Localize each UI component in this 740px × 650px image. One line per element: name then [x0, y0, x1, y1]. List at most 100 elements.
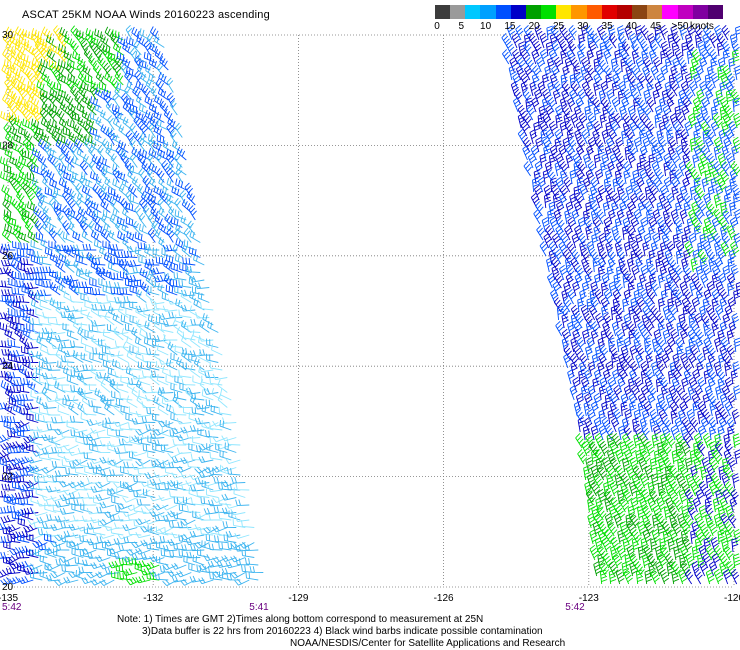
wind-barb	[104, 539, 120, 547]
wind-barb	[602, 201, 611, 217]
wind-barb	[51, 130, 61, 146]
wind-barb	[629, 344, 638, 361]
wind-barb	[5, 26, 17, 41]
wind-barb	[555, 32, 565, 49]
wind-barb	[84, 465, 97, 476]
wind-barb	[626, 209, 634, 225]
wind-barb	[161, 427, 174, 438]
wind-barb	[104, 417, 120, 425]
wind-barb	[176, 465, 192, 473]
wind-barb	[576, 409, 585, 425]
wind-barb	[40, 343, 52, 356]
wind-barb	[691, 392, 700, 409]
wind-barb	[122, 236, 133, 251]
wind-barb	[561, 313, 569, 329]
wind-barb	[199, 379, 210, 393]
wind-barb	[137, 467, 151, 476]
wind-barb	[666, 96, 675, 113]
wind-barb	[585, 201, 593, 217]
wind-barb	[129, 435, 142, 446]
wind-barb	[209, 526, 223, 536]
wind-barb	[717, 65, 725, 81]
wind-barb	[158, 313, 174, 321]
wind-barb	[605, 241, 614, 257]
wind-barb	[622, 273, 630, 289]
wind-barb	[612, 177, 620, 193]
wind-barb	[221, 493, 237, 501]
wind-barb	[593, 561, 602, 577]
wind-barb	[38, 317, 52, 326]
wind-barb	[577, 297, 585, 313]
wind-barb	[702, 432, 713, 449]
wind-barb	[560, 49, 568, 65]
wind-barb	[66, 118, 79, 131]
wind-barb	[599, 248, 608, 265]
wind-barb	[145, 258, 160, 266]
wind-barb	[628, 392, 637, 409]
wind-barb	[623, 88, 632, 105]
wind-barb	[640, 537, 649, 553]
wind-barb	[138, 223, 151, 236]
wind-barb	[708, 393, 717, 409]
wind-barb	[174, 198, 183, 213]
wind-barb	[720, 240, 731, 257]
wind-barb	[76, 372, 88, 386]
wind-barb	[635, 449, 644, 465]
wind-barb	[88, 399, 102, 408]
wind-barb	[22, 358, 34, 371]
wind-barb	[726, 272, 736, 289]
wind-barb	[694, 568, 703, 585]
wind-barb	[722, 64, 733, 81]
wind-barb	[66, 359, 79, 371]
wind-barb	[696, 441, 706, 457]
wind-barb	[126, 350, 138, 363]
wind-barb	[157, 87, 169, 101]
wind-barb	[200, 302, 214, 311]
wind-barb	[640, 216, 649, 233]
wind-barb	[49, 252, 61, 266]
wind-barb	[15, 160, 25, 176]
wind-barb	[18, 456, 34, 465]
wind-barb	[633, 433, 642, 449]
wind-barb	[182, 496, 196, 506]
wind-barb	[10, 64, 22, 78]
wind-barb	[616, 265, 624, 281]
wind-barb	[564, 209, 572, 225]
wind-barb	[9, 379, 25, 387]
wind-barb	[47, 153, 57, 168]
wind-barb	[684, 240, 695, 257]
wind-barb	[148, 57, 160, 71]
wind-barb	[8, 278, 21, 288]
wind-barb	[163, 108, 174, 123]
wind-barb	[123, 445, 138, 453]
wind-barb	[15, 26, 26, 41]
wind-barb	[583, 209, 591, 225]
wind-barb	[55, 64, 66, 78]
wind-barb	[691, 296, 700, 313]
wind-barb	[50, 282, 61, 296]
wind-barb	[58, 167, 66, 183]
wind-barb	[647, 392, 656, 409]
wind-barb	[617, 489, 625, 505]
wind-barb	[36, 395, 48, 408]
wind-barb	[720, 201, 728, 217]
wind-barb	[704, 73, 712, 89]
wind-barb	[171, 185, 183, 198]
wind-barb	[144, 518, 160, 525]
wind-barb	[218, 542, 232, 551]
wind-barb	[167, 341, 178, 356]
wind-barb	[14, 508, 30, 517]
wind-barb	[578, 232, 587, 249]
wind-barb	[568, 41, 577, 57]
wind-barb	[608, 128, 617, 145]
wind-barb	[511, 32, 520, 49]
wind-barb	[665, 553, 676, 569]
wind-barb	[80, 292, 93, 303]
wind-barb	[623, 425, 632, 441]
wind-barb	[542, 73, 550, 89]
wind-barb	[713, 568, 724, 585]
wind-barb	[221, 465, 237, 472]
wind-barb	[209, 361, 223, 371]
wind-barb	[162, 504, 178, 511]
wind-barb	[683, 289, 693, 305]
